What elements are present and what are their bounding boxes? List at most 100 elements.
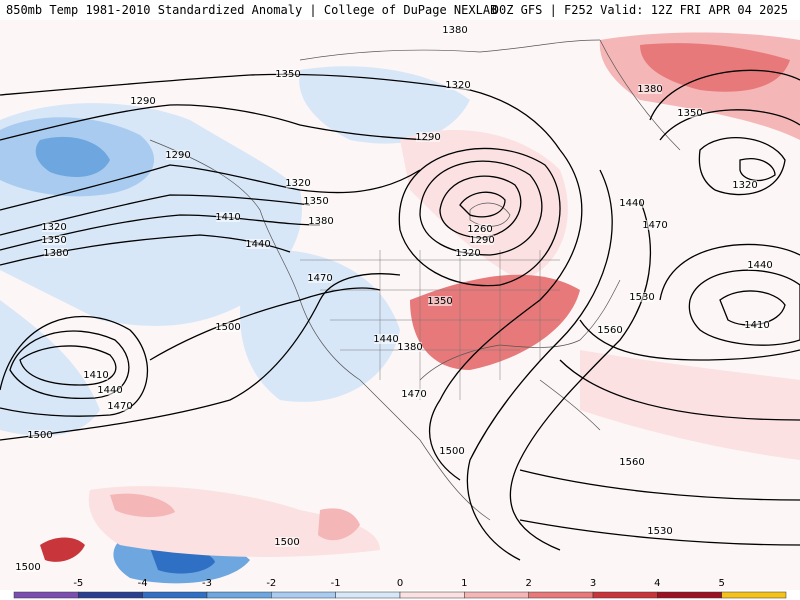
contour-label-bg (309, 216, 333, 226)
contour-label: 1350 (677, 108, 702, 119)
contour-label: 1380 (442, 25, 467, 36)
contour-label-bg (678, 108, 702, 118)
contour-label: 1380 (397, 342, 422, 353)
contour-label-bg (470, 235, 494, 245)
colorbar-tick-label: 2 (525, 578, 531, 589)
contour-label: 1380 (43, 248, 68, 259)
contour-label-bg (638, 84, 662, 94)
contour-label: 1350 (275, 69, 300, 80)
colorbar-swatch (657, 591, 722, 599)
contour-label: 1440 (747, 260, 772, 271)
contour-label: 1320 (445, 80, 470, 91)
contour-label-bg (275, 537, 299, 547)
contour-label: 1290 (165, 150, 190, 161)
colorbar-swatch (142, 591, 208, 599)
contour-label-bg (308, 273, 332, 283)
contour-label-bg (16, 562, 40, 572)
contour-label: 1410 (744, 320, 769, 331)
contour-label-bg (428, 296, 452, 306)
colorbar-tick-label: -2 (266, 578, 276, 589)
contour-label: 1380 (308, 216, 333, 227)
contour-label-bg (468, 224, 492, 234)
colorbar-tick-label: -4 (138, 578, 148, 589)
contour-label: 1350 (41, 235, 66, 246)
contour-label-bg (84, 370, 108, 380)
colorbar-swatch (399, 591, 465, 599)
contour-label: 1320 (285, 178, 310, 189)
contour-label-bg (42, 235, 66, 245)
colorbar-swatch (13, 591, 79, 599)
contour-label: 1560 (619, 457, 644, 468)
contour-label: 1290 (130, 96, 155, 107)
contour-label-bg (598, 325, 622, 335)
contour-label: 1530 (647, 526, 672, 537)
contour-label-bg (620, 198, 644, 208)
colorbar-swatch (528, 591, 594, 599)
contour-label-bg (402, 389, 426, 399)
contour-label-bg (416, 132, 440, 142)
anomaly-map: 1380135013201290129012901320135013801410… (0, 20, 800, 590)
contour-label-bg (216, 212, 240, 222)
contour-label: 1470 (401, 389, 426, 400)
contour-label: 1350 (427, 296, 452, 307)
contour-label-bg (440, 446, 464, 456)
contour-label-bg (98, 385, 122, 395)
contour-label: 1380 (637, 84, 662, 95)
contour-label: 1500 (27, 430, 52, 441)
contour-label: 1440 (619, 198, 644, 209)
colorbar-swatches (13, 591, 787, 599)
colorbar-swatch (271, 591, 336, 599)
contour-label-bg (44, 248, 68, 258)
contour-label-bg (443, 25, 467, 35)
contour-label: 1500 (15, 562, 40, 573)
contour-label: 1440 (245, 239, 270, 250)
colorbar-tick-label: 0 (397, 578, 403, 589)
contour-label-bg (374, 334, 398, 344)
contour-label: 1320 (455, 248, 480, 259)
contour-label-bg (745, 320, 769, 330)
contour-label: 1500 (274, 537, 299, 548)
contour-label-bg (216, 322, 240, 332)
colorbar: -5 -4 -3 -2 -1 0 1 2 3 4 5 (13, 578, 787, 599)
contour-label: 1530 (629, 292, 654, 303)
colorbar-swatch (721, 591, 787, 599)
contour-label-bg (42, 222, 66, 232)
colorbar-swatch (592, 591, 658, 599)
coastlines (149, 39, 681, 521)
contour-label-bg (648, 526, 672, 536)
contour-label: 1320 (732, 180, 757, 191)
contour-label: 1410 (215, 212, 240, 223)
political-boundaries (300, 250, 560, 400)
contour-label-bg (286, 178, 310, 188)
contour-label: 1320 (41, 222, 66, 233)
contour-label-bg (643, 220, 667, 230)
colorbar-ticks: -5 -4 -3 -2 -1 0 1 2 3 4 5 (73, 578, 725, 589)
contour-label-bg (166, 150, 190, 160)
contour-label-bg (131, 96, 155, 106)
contour-label-bg (398, 342, 422, 352)
contour-label-bg (733, 180, 757, 190)
contour-label-bg (108, 401, 132, 411)
colorbar-swatch (335, 591, 401, 599)
contour-label: 1260 (467, 224, 492, 235)
contour-label: 1290 (469, 235, 494, 246)
contour-label: 1290 (415, 132, 440, 143)
colorbar-swatch (464, 591, 529, 599)
contour-label-bg (620, 457, 644, 467)
colorbar-tick-label: 3 (590, 578, 596, 589)
colorbar-tick-label: 1 (461, 578, 467, 589)
contour-label-bg (276, 69, 300, 79)
contour-label: 1440 (97, 385, 122, 396)
colorbar-tick-label: -1 (331, 578, 341, 589)
contour-label-bg (748, 260, 772, 270)
contour-label-bg (446, 80, 470, 90)
contour-label: 1350 (303, 196, 328, 207)
colorbar-tick-label: -5 (73, 578, 83, 589)
contour-label: 1500 (215, 322, 240, 333)
contour-label: 1470 (307, 273, 332, 284)
colorbar-tick-label: -3 (202, 578, 212, 589)
run-valid-time: 00Z GFS | F252 Valid: 12Z FRI APR 04 202… (491, 3, 788, 17)
contour-label: 1470 (642, 220, 667, 231)
colorbar-tick-label: 5 (718, 578, 724, 589)
